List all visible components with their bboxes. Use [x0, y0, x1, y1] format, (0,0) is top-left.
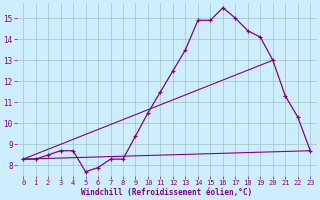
X-axis label: Windchill (Refroidissement éolien,°C): Windchill (Refroidissement éolien,°C)	[81, 188, 252, 197]
